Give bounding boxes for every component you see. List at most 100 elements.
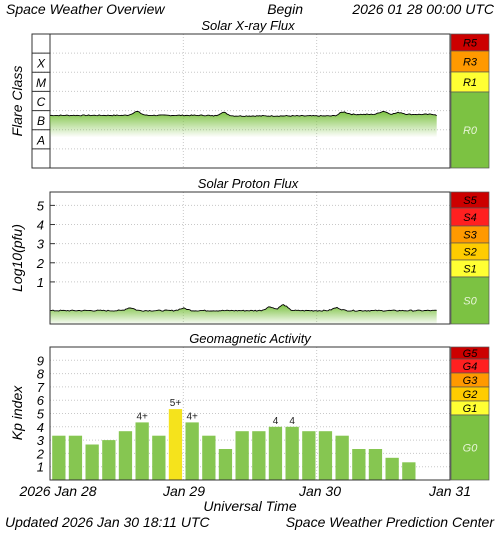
time-axis: 2026 Jan 28 Jan 29 Jan 30 Jan 31 <box>18 483 471 499</box>
kp-bar <box>402 462 416 480</box>
scale-label: R5 <box>463 38 478 50</box>
proton-flux-area <box>49 304 437 324</box>
kp-title: Geomagnetic Activity <box>189 331 312 346</box>
flare-class-label: C <box>37 95 46 109</box>
ytick-label: 7 <box>37 380 45 395</box>
solar-radiation-scale: S5 S4 S3 S2 S1 S0 <box>450 191 490 325</box>
ytick-label: 2 <box>36 256 45 271</box>
ytick-label: 2 <box>36 446 45 461</box>
flare-class-label: A <box>36 133 45 147</box>
scale-label: R0 <box>463 125 478 137</box>
kp-bar <box>268 426 283 480</box>
updated-time: 2026 Jan 30 18:11 UTC <box>61 514 211 530</box>
scale-label: R1 <box>463 77 477 89</box>
begin-label: Begin <box>267 1 303 17</box>
time-tick-label: Jan 30 <box>298 483 341 499</box>
scale-label: S2 <box>463 247 476 259</box>
figure-title: Space Weather Overview <box>6 1 165 17</box>
scale-label: G1 <box>463 403 478 415</box>
ytick-label: 1 <box>37 275 44 290</box>
kp-bar-label: 5+ <box>170 398 182 409</box>
kp-bar <box>218 449 233 480</box>
kp-bar-label: 4+ <box>136 411 148 422</box>
proton-ylabel-text: Log10(pfu) <box>9 224 25 292</box>
scale-label: G0 <box>463 443 479 455</box>
kp-bar <box>152 435 166 480</box>
ytick-label: 3 <box>37 237 45 252</box>
ytick-label: 5 <box>37 198 45 213</box>
proton-tick-labels: 1 2 3 4 5 <box>36 198 45 290</box>
radio-blackout-scale: R5 R3 R1 R0 <box>450 33 490 169</box>
time-tick-label: Jan 29 <box>162 483 205 499</box>
kp-bar <box>52 435 66 480</box>
kp-bar <box>302 431 316 480</box>
kp-bar <box>235 431 249 480</box>
flare-class-label: B <box>37 114 45 128</box>
scale-label: S1 <box>463 264 476 276</box>
ytick-label: 4 <box>37 218 44 233</box>
kp-ylabel: Kp index <box>9 385 25 440</box>
time-tick-label: Jan 31 <box>428 483 471 499</box>
kp-bar <box>202 435 216 480</box>
begin-time: 2026 01 28 00:00 UTC <box>351 1 495 17</box>
scale-cell <box>450 91 490 169</box>
scale-label: G2 <box>463 389 478 401</box>
proton-title: Solar Proton Flux <box>198 176 299 191</box>
kp-panel: 4+ 5+ 4+ 4 4 <box>49 346 451 481</box>
ytick-label: 8 <box>37 367 45 382</box>
kp-bar <box>352 449 366 480</box>
xray-line <box>49 110 437 117</box>
scale-label: G4 <box>463 361 478 373</box>
flare-class-label: M <box>36 76 46 90</box>
kp-bar-label: 4+ <box>186 411 198 422</box>
kp-bar-label: 4 <box>289 416 295 427</box>
proton-ylabel: Log10(pfu) <box>9 224 25 292</box>
kp-bar <box>318 431 333 480</box>
kp-bar <box>252 431 266 480</box>
kp-bar-label: 4 <box>273 416 279 427</box>
kp-bar <box>168 409 183 480</box>
kp-bar <box>368 449 383 480</box>
ytick-label: 9 <box>37 353 44 368</box>
kp-bars <box>52 409 416 480</box>
kp-bar <box>285 426 299 480</box>
ytick-label: 3 <box>37 433 45 448</box>
kp-bar <box>185 422 199 480</box>
time-axis-label: Universal Time <box>203 498 296 514</box>
scale-label: S3 <box>463 230 477 242</box>
kp-bar <box>68 435 83 480</box>
xray-fill <box>50 111 437 138</box>
kp-bar <box>385 457 399 480</box>
updated-label: Updated <box>5 514 59 530</box>
scale-label: G5 <box>463 348 479 360</box>
xray-ylabel: Flare Class <box>9 66 25 137</box>
scale-label: S0 <box>463 296 477 308</box>
kp-bar <box>102 440 116 480</box>
proton-line <box>49 304 437 312</box>
xray-flux-area <box>49 110 437 138</box>
kp-bar <box>85 444 99 480</box>
proton-flux-panel <box>49 191 451 325</box>
scale-label: R3 <box>463 57 478 69</box>
time-tick-label: 2026 Jan 28 <box>18 483 96 499</box>
scale-cell <box>450 276 490 325</box>
scale-label: S5 <box>463 195 477 207</box>
ytick-label: 5 <box>37 407 45 422</box>
flare-class-label: X <box>36 57 46 71</box>
scale-cell <box>450 414 490 481</box>
xray-title: Solar X-ray Flux <box>201 18 295 33</box>
kp-bar <box>135 422 149 480</box>
scale-label: G3 <box>463 375 479 387</box>
ytick-label: 1 <box>37 460 44 475</box>
ytick-label: 4 <box>37 420 44 435</box>
ytick-label: 6 <box>37 393 45 408</box>
kp-bar <box>335 435 349 480</box>
kp-bar-labels: 4+ 5+ 4+ 4 4 <box>136 398 295 427</box>
kp-bar <box>118 431 133 480</box>
credit-text: Space Weather Prediction Center <box>286 514 496 530</box>
